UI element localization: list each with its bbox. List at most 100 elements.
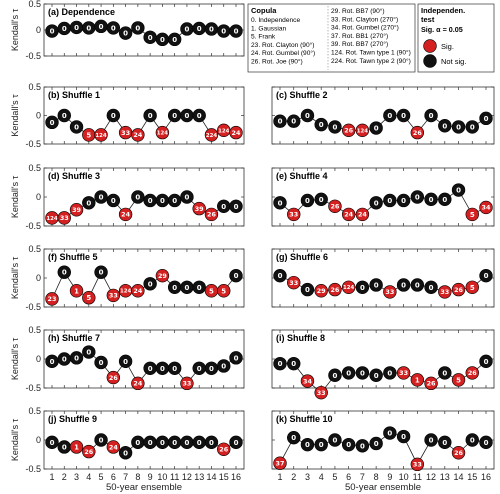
data-point [383,426,397,440]
panel-title: (j) Shuffle 9 [48,414,97,424]
legend-copula-entry: 26. Rot. Joe (90°) [251,58,303,66]
legend-copula-entry: 0. Independence [251,17,300,24]
data-point [167,361,182,375]
point-label: 5 [221,287,226,295]
panel-title: (k) Shuffle 10 [276,414,333,424]
y-tick-label: 0.5 [28,406,41,416]
point-label: 0 [291,434,296,442]
data-point [424,108,438,123]
y-tick-label: -0.5 [25,51,41,61]
data-point [300,193,315,208]
point-label: 0 [50,358,55,366]
data-point [229,24,243,38]
point-label: 5 [470,211,475,219]
data-point [69,440,84,454]
y-tick-label: 0.5 [28,82,41,92]
x-tick-label: 12 [182,472,192,482]
point-label: 0 [291,360,296,368]
x-axis-label: 50-year ensemble [345,482,421,493]
data-point [273,114,287,128]
point-label: 0 [456,187,461,195]
point-label: 0 [172,112,177,120]
point-label: 0 [374,440,379,448]
data-point [314,437,328,452]
point-label: 0 [360,442,365,450]
data-point [396,193,411,208]
data-point [192,108,206,123]
x-tick-label: 8 [374,472,379,482]
y-tick-label: 0 [36,354,41,364]
data-point [328,368,342,382]
x-tick-label: 2 [291,472,296,482]
point-label: 5 [86,294,91,302]
point-label: 0 [319,441,324,449]
point-label: 0 [99,194,104,202]
legend-copula-entry: 29. Rot. BB7 (90°) [331,7,385,15]
legend-test-title: Independen. [421,6,465,15]
data-point [328,433,342,447]
data-point [69,120,84,134]
point-label: 0 [360,369,365,377]
point-label: 0 [319,121,324,129]
y-tick-label: -0.5 [25,464,41,474]
point-label: 39 [195,205,204,213]
data-point [396,108,411,123]
legend-copula-entry: 124. Rot. Tawn type 1 (90°) [331,49,411,57]
data-point [45,115,59,130]
point-label: 24 [133,287,142,295]
data-point [465,366,479,380]
point-label: 0 [62,112,67,120]
panel: -0.500.51 2 3 4 5 6 7 8 9 10 11 12 13 14 15 16Kendall's… [10,406,245,482]
data-point [438,192,452,207]
data-point [369,278,383,292]
data-point [287,430,301,445]
data-point [314,284,328,298]
point-label: 24 [133,380,142,388]
point-label: 0 [99,437,104,445]
point-label: 0 [415,281,420,289]
point-label: 26 [413,129,422,137]
point-label: 0 [160,36,165,44]
data-point [287,275,301,290]
x-tick-label: 9 [387,472,392,482]
point-label: 124 [357,128,369,134]
point-label: 29 [158,272,167,280]
y-tick-label: 0 [36,111,41,121]
point-label: 0 [99,23,104,31]
point-label: 0 [123,30,128,38]
point-label: 0 [484,115,489,123]
point-label: 0 [86,24,91,32]
y-tick-label: 0.5 [28,163,41,173]
data-point [106,193,121,208]
data-point [69,284,84,298]
point-label: 0 [374,281,379,289]
data-point [229,125,243,140]
data-point [180,190,194,204]
data-point [131,21,145,35]
point-label: 26 [468,369,477,377]
data-point [451,282,466,297]
data-point [438,435,452,450]
data-point [118,354,133,369]
data-point [451,120,466,134]
data-point [192,201,206,216]
x-tick-label: 5 [332,472,337,482]
point-label: 0 [387,112,392,120]
data-point [410,457,425,472]
series-line [279,432,487,466]
data-point [369,196,383,210]
point-label: 0 [184,284,189,292]
data-point [155,268,170,283]
point-label: 0 [415,194,420,202]
point-label: 0 [184,439,189,447]
data-point [383,366,397,380]
data-point [424,433,438,447]
data-point [167,193,182,208]
data-point [451,446,466,460]
point-label: 24 [109,443,118,451]
data-point [300,374,315,388]
data-point [410,125,425,140]
point-label: 0 [197,439,202,447]
